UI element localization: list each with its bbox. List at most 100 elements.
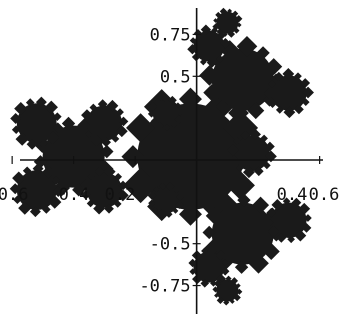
fractal-core-16	[234, 135, 270, 172]
fractal-lobe-4-8	[116, 108, 124, 116]
fractal-lobe-5-4	[87, 172, 95, 181]
x-tick-label-3: 0.4	[277, 185, 308, 205]
fractal-lobe-10-1	[216, 193, 238, 215]
fractal-lobe-16-5	[236, 164, 244, 173]
fractal-lobe-4-0	[101, 137, 112, 148]
fractal-lobe-3-4	[9, 183, 21, 195]
fractal-lobe-14-3	[174, 115, 184, 125]
fractal-lobe-13-5	[229, 299, 235, 304]
x-tick-label-0: -0.6	[0, 185, 28, 205]
fractal-lobe-0-6	[121, 145, 145, 169]
fractal-lobe-2-8	[35, 96, 47, 108]
fractal-lobe-4-11	[111, 135, 120, 143]
fractal-lobe-11-6	[294, 229, 307, 242]
fractal-lobe-10-6	[262, 242, 280, 260]
fractal-lobe-13-2	[235, 283, 241, 289]
fractal-core-9	[216, 11, 239, 34]
fractal-lobe-1-8	[61, 116, 76, 131]
fractal-lobe-11-11	[266, 207, 277, 218]
fractal-core-0	[137, 103, 244, 210]
fractal-lobe-8-0	[187, 44, 198, 55]
fractal-lobe-3-5	[12, 171, 26, 185]
fractal-lobe-12-9	[189, 268, 197, 275]
y-ticks: 0.75 0.5 -0.5 -0.75	[139, 25, 201, 297]
fractal-lobe-6-11	[228, 102, 249, 124]
fractal-lobe-2-11	[52, 122, 64, 134]
fractal-lobe-3-7	[32, 163, 44, 175]
fractal-lobe-15-9	[153, 186, 160, 193]
fractal-lobe-15-5	[157, 209, 166, 219]
fractal-lobe-16-3	[253, 166, 264, 177]
fractal-lobe-12-3	[221, 259, 229, 266]
fractal-core-7	[271, 75, 307, 111]
fractal-core-10	[211, 202, 274, 265]
fractal-set	[9, 7, 314, 306]
fractal-cluster-12	[188, 246, 230, 288]
fractal-lobe-10-3	[252, 196, 270, 214]
fractal-lobe-15-3	[172, 207, 179, 214]
fractal-lobe-3-9	[51, 176, 61, 185]
x-tick-label-4: 0.6	[309, 185, 340, 205]
fractal-lobe-13-3	[236, 288, 243, 295]
fractal-cluster-16	[227, 128, 277, 179]
fractal-lobe-6-2	[199, 65, 220, 86]
fractal-cluster-15	[147, 182, 185, 219]
fractal-lobe-9-3	[227, 8, 233, 14]
fractal-core-12	[193, 251, 225, 283]
x-tick-label-1: 0.4	[59, 185, 90, 205]
fractal-core-13	[216, 279, 239, 302]
fractal-lobe-8-10	[199, 58, 207, 66]
fractal-lobe-5-1	[86, 199, 95, 208]
fractal-lobe-11-8	[276, 233, 287, 243]
fractal-lobe-14-0	[167, 95, 177, 105]
y-tick-label-0: 0.75	[150, 25, 191, 45]
fractal-lobe-11-10	[266, 218, 274, 227]
fractal-lobe-16-2	[263, 161, 271, 170]
fractal-lobe-16-10	[249, 128, 261, 141]
fractal-lobe-4-2	[84, 130, 93, 139]
x-tick-label-2: 0.2	[105, 185, 136, 205]
fractal-lobe-3-8	[42, 165, 56, 179]
fractal-lobe-9-5	[235, 15, 243, 23]
fractal-lobe-12-1	[208, 246, 218, 256]
fractal-core-3	[16, 170, 57, 211]
fractal-lobe-10-11	[202, 225, 216, 240]
fractal-lobe-16-0	[265, 141, 275, 152]
fractal-lobe-15-11	[165, 182, 175, 191]
fractal-lobe-10-7	[248, 252, 269, 274]
fractal-lobe-3-0	[42, 205, 51, 214]
fractal-lobe-16-11	[260, 134, 268, 143]
fractal-core-5	[86, 172, 123, 208]
fractal-lobe-16-7	[227, 144, 239, 157]
fractal-lobe-15-2	[175, 200, 185, 210]
fractal-lobe-5-10	[113, 200, 122, 208]
fractal-lobe-8-7	[221, 48, 229, 56]
fractal-lobe-12-6	[210, 279, 217, 287]
fractal-lobe-13-7	[216, 296, 225, 305]
fractal-lobe-4-4	[81, 109, 93, 122]
fractal-lobe-11-4	[304, 214, 312, 222]
fractal-lobe-10-0	[205, 207, 223, 225]
fractal-lobe-7-1	[263, 87, 276, 100]
fractal-lobe-6-0	[215, 99, 230, 114]
fractal-core-15	[152, 186, 180, 214]
fractal-lobe-8-8	[215, 54, 225, 64]
fractal-lobe-15-0	[173, 187, 180, 194]
fractal-lobe-13-4	[233, 293, 241, 302]
fractal-lobe-4-7	[106, 99, 119, 112]
fractal-lobe-15-6	[152, 206, 159, 213]
fractal-lobe-14-6	[154, 121, 164, 131]
fractal-core-6	[211, 48, 274, 111]
fractal-lobe-2-3	[15, 132, 29, 146]
fractal-lobe-2-5	[10, 113, 22, 125]
fractal-lobe-16-9	[240, 130, 251, 141]
y-tick-label-1: 0.5	[160, 67, 191, 87]
fractal-lobe-4-9	[118, 116, 129, 127]
fractal-lobe-3-2	[18, 201, 32, 215]
fractal-core-14	[152, 99, 180, 127]
fractal-lobe-15-8	[147, 191, 157, 201]
fractal-cluster-5	[80, 165, 129, 215]
fractal-lobe-2-2	[26, 138, 38, 150]
fractal-lobe-11-7	[287, 235, 295, 244]
